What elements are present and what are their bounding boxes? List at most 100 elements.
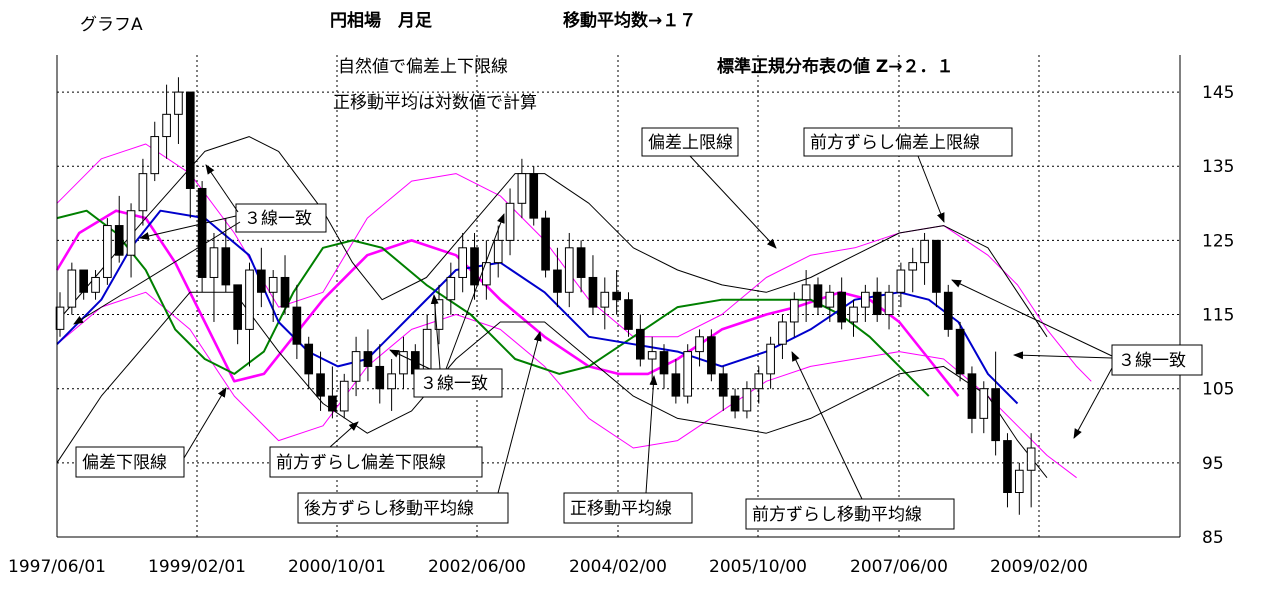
candle-body: [233, 284, 242, 330]
candle-body: [493, 239, 503, 264]
candle: [742, 381, 752, 419]
candle: [482, 240, 491, 300]
candle: [150, 121, 160, 182]
y-tick-label: 105: [1202, 380, 1234, 400]
callout-fwd-ma: 前方ずらし移動平均線: [745, 498, 955, 530]
series-line-2: [55, 209, 960, 397]
candle: [647, 336, 657, 382]
x-tick-label: 2004/02/00: [569, 557, 667, 577]
chart-title: 円相場 月足: [330, 10, 432, 31]
candle-body: [576, 247, 586, 278]
series-line-5: [56, 136, 1048, 338]
candle: [55, 292, 65, 337]
candle-body: [979, 388, 989, 419]
chart-note-log: 正移動平均は対数値で計算: [333, 93, 537, 113]
candle: [458, 232, 468, 293]
candle: [280, 255, 290, 315]
candle-layer: [55, 77, 1036, 515]
candle: [967, 366, 977, 434]
candle: [1003, 433, 1012, 508]
y-tick-label: 145: [1202, 83, 1234, 103]
svg-text:前方ずらし偏差上限線: 前方ずらし偏差上限線: [810, 133, 980, 153]
x-tick-label: 2000/10/01: [288, 557, 386, 577]
svg-text:偏差下限線: 偏差下限線: [82, 453, 167, 473]
candle-body: [185, 91, 195, 189]
candle-body: [103, 225, 112, 278]
candle-body: [1014, 469, 1024, 494]
candle: [375, 344, 385, 404]
callout-3line-a: ３線一致: [235, 203, 327, 233]
candle: [635, 314, 645, 367]
svg-text:３線一致: ３線一致: [420, 374, 488, 394]
candle: [896, 262, 906, 308]
candle-body: [612, 291, 621, 301]
candle-body: [908, 262, 918, 271]
candle: [162, 84, 171, 159]
candle-body: [624, 299, 633, 330]
svg-text:正移動平均線: 正移動平均線: [570, 499, 672, 519]
candle-body: [766, 343, 775, 375]
candle-body: [162, 113, 171, 138]
candle: [789, 292, 799, 337]
candle-body: [114, 225, 124, 256]
candle: [339, 373, 349, 419]
candle: [813, 277, 823, 315]
candle-body: [801, 284, 811, 301]
candle-body: [849, 306, 858, 323]
candle: [955, 321, 965, 382]
candle: [387, 359, 396, 411]
candle: [493, 225, 503, 278]
candle-body: [659, 351, 669, 375]
candle-body: [1003, 440, 1012, 494]
candle: [991, 351, 1000, 456]
candle-body: [943, 291, 953, 330]
candle-body: [754, 373, 764, 390]
candle-body: [553, 269, 562, 293]
chart-label-left: グラフA: [80, 15, 143, 35]
callout-3line-b: ３線一致: [413, 368, 503, 398]
candle: [434, 284, 444, 345]
candle: [861, 284, 870, 322]
svg-text:３線一致: ３線一致: [244, 209, 312, 229]
candle: [837, 277, 846, 330]
candle: [233, 284, 242, 345]
candle: [517, 158, 527, 219]
candle: [1026, 433, 1036, 508]
candle-body: [789, 299, 799, 323]
candle-body: [647, 351, 657, 360]
candle-body: [150, 136, 160, 175]
candle-body: [635, 328, 645, 360]
series-line-1: [56, 291, 1077, 479]
candle: [138, 158, 148, 226]
candle: [446, 262, 456, 315]
candle: [174, 77, 183, 144]
series-line-0: [56, 143, 1092, 382]
y-tick-label: 115: [1202, 306, 1234, 326]
candle-body: [304, 343, 314, 375]
candle: [351, 336, 361, 397]
candle: [849, 299, 858, 337]
candle: [197, 181, 207, 293]
candle: [979, 381, 989, 434]
callout-lower-dev: 偏差下限線: [75, 446, 185, 478]
candle: [576, 240, 586, 293]
candle-body: [209, 247, 219, 278]
candle-body: [446, 276, 456, 301]
series-line-6: [56, 291, 1048, 479]
candle: [908, 247, 918, 293]
candle-body: [683, 351, 693, 397]
candle: [707, 329, 716, 382]
candle-body: [872, 291, 882, 316]
candle-body: [280, 276, 290, 308]
candle-body: [730, 395, 740, 412]
callout-3line-c: ３線一致: [1111, 344, 1203, 376]
candle: [825, 284, 835, 322]
svg-text:前方ずらし移動平均線: 前方ずらし移動平均線: [752, 505, 922, 525]
candle: [920, 232, 929, 285]
candle-body: [292, 306, 302, 345]
candle: [766, 336, 775, 389]
candle-body: [707, 336, 716, 375]
candle: [529, 166, 539, 226]
candle-body: [138, 173, 148, 212]
callout-fwd-lower-dev: 前方ずらし偏差下限線: [269, 446, 483, 478]
